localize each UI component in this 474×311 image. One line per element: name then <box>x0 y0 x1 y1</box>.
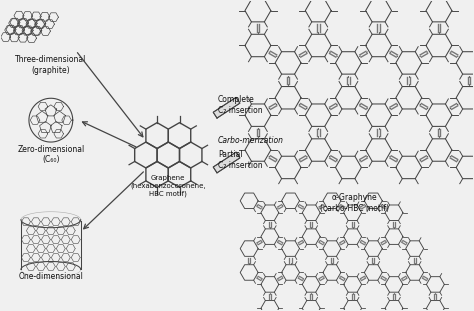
Polygon shape <box>213 97 240 118</box>
Text: One-dimensional: One-dimensional <box>18 272 83 281</box>
Text: Carbo-merization: Carbo-merization <box>218 136 284 145</box>
Text: Partial
C₂ insertion: Partial C₂ insertion <box>218 150 263 170</box>
Text: Complete
C₂ insertion: Complete C₂ insertion <box>218 95 263 115</box>
Text: α-Graphyne
(carbo-HBC motif): α-Graphyne (carbo-HBC motif) <box>320 193 389 213</box>
Text: Three-dimensional
(graphite): Three-dimensional (graphite) <box>15 55 87 75</box>
Polygon shape <box>213 152 240 173</box>
Text: Zero-dimensional
(C₆₀): Zero-dimensional (C₆₀) <box>17 145 84 165</box>
Text: Graphene
(hexabenzocoronene,
HBC motif): Graphene (hexabenzocoronene, HBC motif) <box>130 175 206 197</box>
